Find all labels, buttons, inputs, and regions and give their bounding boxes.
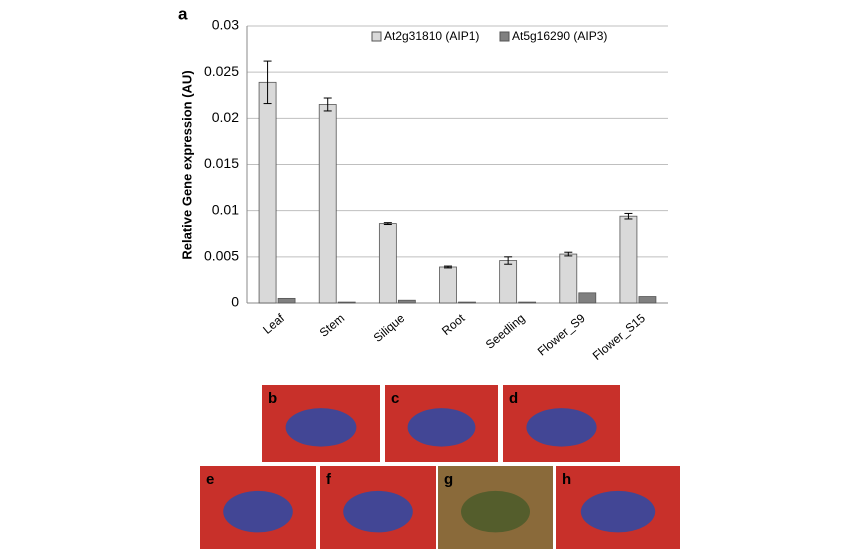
bar <box>318 104 337 304</box>
photo-label: d <box>509 390 518 407</box>
legend-swatch <box>371 31 382 42</box>
bar <box>578 292 597 304</box>
y-tick-label: 0.01 <box>212 201 239 217</box>
bar <box>439 266 457 304</box>
error-bar <box>383 222 392 226</box>
error-bar <box>444 265 452 269</box>
bar <box>397 299 416 304</box>
error-bar <box>263 60 272 105</box>
bar <box>337 301 356 304</box>
bar <box>518 301 537 304</box>
error-bar <box>564 251 573 257</box>
error-bar <box>504 256 513 265</box>
photo-label: b <box>268 390 277 407</box>
panel-label: a <box>178 4 188 23</box>
photo-tissue <box>461 490 530 533</box>
photo-tissue <box>223 490 293 533</box>
bar <box>499 260 518 304</box>
legend-label: At2g31810 (AIP1) <box>384 29 479 43</box>
y-tick-label: 0.025 <box>204 63 239 79</box>
x-tick-label: Stem <box>317 311 347 340</box>
legend-swatch <box>499 31 510 42</box>
bar <box>378 223 397 304</box>
photo-tissue <box>526 408 597 447</box>
photo-tissue <box>407 408 476 447</box>
bar <box>458 301 476 304</box>
x-tick-label: Root <box>439 311 468 338</box>
photo-tissue <box>580 490 656 533</box>
y-tick-label: 0 <box>231 294 239 310</box>
y-axis-title: Relative Gene expression (AU) <box>179 70 194 259</box>
error-bar <box>323 97 332 112</box>
y-tick-label: 0.02 <box>212 109 239 125</box>
y-tick-label: 0.015 <box>204 155 239 171</box>
photo-label: h <box>562 471 571 488</box>
y-tick-label: 0.03 <box>212 17 239 33</box>
bar <box>258 81 277 304</box>
photo-panels: b c d e f g h <box>200 385 680 549</box>
x-tick-label: Leaf <box>260 311 287 337</box>
bar <box>638 296 657 304</box>
legend-label: At5g16290 (AIP3) <box>512 29 607 43</box>
bar <box>619 215 638 304</box>
photo-tissue <box>285 408 357 447</box>
photo-label: g <box>444 471 453 488</box>
y-tick-label: 0.005 <box>204 248 239 264</box>
x-tick-label: Flower_S9 <box>535 311 588 359</box>
bar <box>277 297 296 304</box>
photo-label: f <box>326 471 332 488</box>
bar <box>559 253 578 304</box>
photo-label: c <box>391 390 399 407</box>
photo-label: e <box>206 471 214 488</box>
x-tick-label: Seedling <box>483 311 528 352</box>
x-tick-label: Flower_S15 <box>590 311 648 363</box>
photo-tissue <box>343 490 413 533</box>
error-bar <box>624 212 633 220</box>
x-tick-label: Silique <box>371 311 408 345</box>
